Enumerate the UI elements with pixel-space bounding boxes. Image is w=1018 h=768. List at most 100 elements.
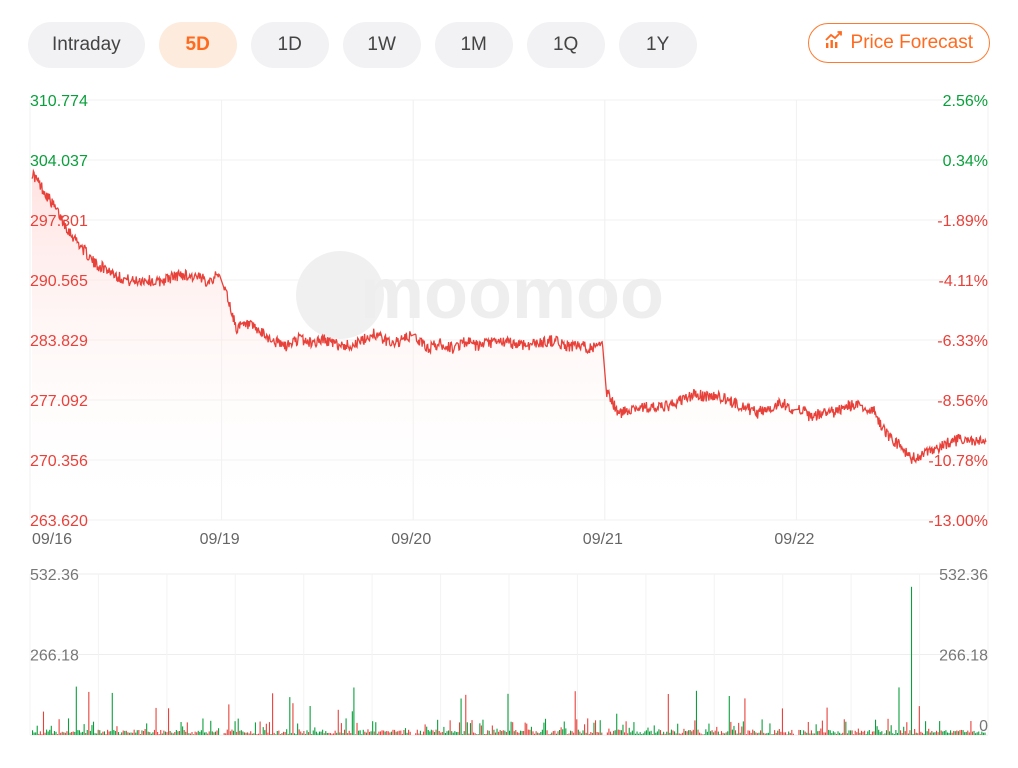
volume-bar — [189, 733, 191, 735]
volume-bar — [157, 732, 159, 735]
volume-bar — [756, 733, 758, 735]
volume-bar — [731, 729, 733, 735]
volume-bar — [423, 731, 425, 735]
volume-bar — [96, 733, 98, 735]
volume-bar — [336, 732, 338, 735]
volume-bar — [573, 732, 575, 735]
volume-bar — [281, 733, 283, 735]
price-tick-label: 297.301 — [30, 213, 88, 230]
volume-bar — [329, 733, 331, 735]
volume-bar — [72, 731, 74, 735]
volume-bar — [777, 730, 779, 735]
volume-bar — [975, 733, 977, 735]
volume-bar — [339, 732, 341, 735]
volume-bar — [457, 731, 459, 735]
volume-bar — [409, 731, 411, 735]
volume-bar — [318, 731, 321, 735]
volume-bar — [537, 732, 539, 735]
volume-bar — [611, 733, 613, 735]
volume-bar — [454, 731, 456, 735]
volume-bar — [630, 732, 632, 735]
volume-bar — [697, 729, 699, 735]
y-axis-percent-labels: 2.56% 0.34% -1.89% -4.11% -6.33% -8.56% -10.78… — [928, 93, 988, 530]
volume-bar — [66, 731, 68, 735]
tab-5d[interactable]: 5D — [158, 22, 237, 68]
volume-bar — [753, 730, 755, 735]
volume-bar — [424, 724, 426, 735]
volume-bar — [207, 733, 209, 735]
volume-bar — [33, 732, 35, 735]
volume-bar — [351, 711, 353, 735]
volume-bar — [292, 703, 294, 735]
tab-1m[interactable]: 1M — [434, 22, 513, 68]
volume-bar — [596, 732, 598, 735]
volume-bar — [587, 718, 589, 735]
volume-bar — [237, 718, 239, 735]
volume-bar — [326, 733, 328, 735]
volume-bar — [398, 730, 400, 735]
volume-bar — [226, 729, 228, 735]
volume-bar — [798, 729, 800, 735]
volume-bar — [577, 729, 579, 735]
volume-bar — [383, 730, 385, 735]
volume-bar — [107, 729, 109, 735]
volume-bar — [477, 734, 479, 735]
volume-bar — [152, 732, 154, 735]
tab-1q[interactable]: 1Q — [526, 22, 605, 68]
volume-bar — [460, 698, 462, 735]
volume-bar — [834, 732, 836, 735]
volume-bar — [347, 733, 349, 735]
percent-tick-label: 2.56% — [943, 93, 988, 110]
volume-bar — [122, 730, 124, 735]
volume-bar — [809, 733, 811, 735]
volume-bar — [895, 730, 897, 735]
volume-bar — [364, 731, 366, 735]
volume-bar — [160, 730, 162, 735]
volume-bar — [918, 706, 920, 735]
price-volume-chart: moomoo 310.774 304.037 297.301 290.565 283.8… — [29, 93, 989, 736]
volume-bar — [540, 732, 542, 735]
volume-bar — [345, 718, 347, 735]
volume-bar — [519, 730, 522, 735]
percent-tick-label: -1.89% — [937, 213, 988, 230]
tab-1w[interactable]: 1W — [342, 22, 421, 68]
volume-bar — [689, 730, 691, 735]
volume-bar — [390, 731, 392, 735]
volume-bar — [786, 734, 788, 735]
volume-bar — [559, 730, 561, 735]
price-tick-label: 277.092 — [30, 393, 88, 410]
volume-bar — [213, 732, 215, 735]
volume-bar — [518, 732, 520, 735]
volume-bar — [984, 732, 986, 735]
volume-bar — [186, 722, 188, 735]
volume-bar — [71, 732, 73, 735]
volume-bar — [358, 730, 360, 735]
volume-bar — [653, 725, 655, 735]
volume-bar — [970, 721, 972, 735]
volume-bar — [287, 733, 289, 735]
volume-bar — [720, 731, 723, 735]
date-tick-label: 09/16 — [32, 531, 72, 548]
volume-bar — [647, 727, 649, 735]
volume-bar — [458, 722, 461, 735]
tab-1y[interactable]: 1Y — [618, 22, 697, 68]
volume-bar — [171, 732, 173, 735]
volume-bar — [669, 732, 671, 735]
tab-1d[interactable]: 1D — [250, 22, 329, 68]
volume-bar — [702, 734, 704, 735]
volume-bar — [194, 731, 196, 735]
volume-bar — [734, 730, 737, 735]
volume-bar — [416, 729, 418, 735]
volume-bar — [828, 729, 830, 735]
volume-bar — [441, 731, 443, 735]
volume-bar — [303, 731, 305, 735]
price-forecast-button[interactable]: Price Forecast — [807, 23, 990, 63]
volume-bar — [97, 729, 99, 735]
volume-bar — [111, 692, 113, 735]
tab-intraday[interactable]: Intraday — [28, 22, 145, 68]
volume-bar — [792, 733, 794, 735]
volume-bar — [236, 731, 238, 735]
volume-bar — [47, 731, 49, 735]
price-line — [31, 168, 987, 464]
volume-bar — [348, 730, 350, 735]
